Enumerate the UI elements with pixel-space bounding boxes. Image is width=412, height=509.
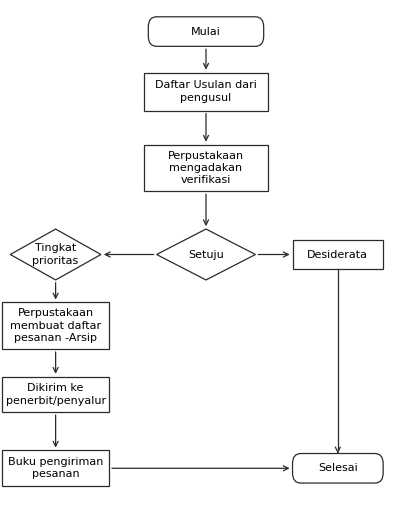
Text: Daftar Usulan dari
pengusul: Daftar Usulan dari pengusul <box>155 80 257 103</box>
FancyBboxPatch shape <box>148 17 264 46</box>
Text: Perpustakaan
mengadakan
verifikasi: Perpustakaan mengadakan verifikasi <box>168 151 244 185</box>
Text: Setuju: Setuju <box>188 249 224 260</box>
Text: Perpustakaan
membuat daftar
pesanan -Arsip: Perpustakaan membuat daftar pesanan -Ars… <box>10 308 101 343</box>
FancyBboxPatch shape <box>293 240 383 269</box>
FancyBboxPatch shape <box>2 450 109 486</box>
Text: Mulai: Mulai <box>191 26 221 37</box>
FancyBboxPatch shape <box>144 73 268 111</box>
Text: Buku pengiriman
pesanan: Buku pengiriman pesanan <box>8 457 103 479</box>
FancyBboxPatch shape <box>2 377 109 412</box>
Text: Selesai: Selesai <box>318 463 358 473</box>
FancyBboxPatch shape <box>293 454 383 483</box>
Text: Desiderata: Desiderata <box>307 249 368 260</box>
FancyBboxPatch shape <box>2 302 109 349</box>
Text: Dikirim ke
penerbit/penyalur: Dikirim ke penerbit/penyalur <box>5 383 106 406</box>
Polygon shape <box>10 229 101 280</box>
FancyBboxPatch shape <box>144 145 268 191</box>
Text: Tingkat
prioritas: Tingkat prioritas <box>33 243 79 266</box>
Polygon shape <box>157 229 255 280</box>
